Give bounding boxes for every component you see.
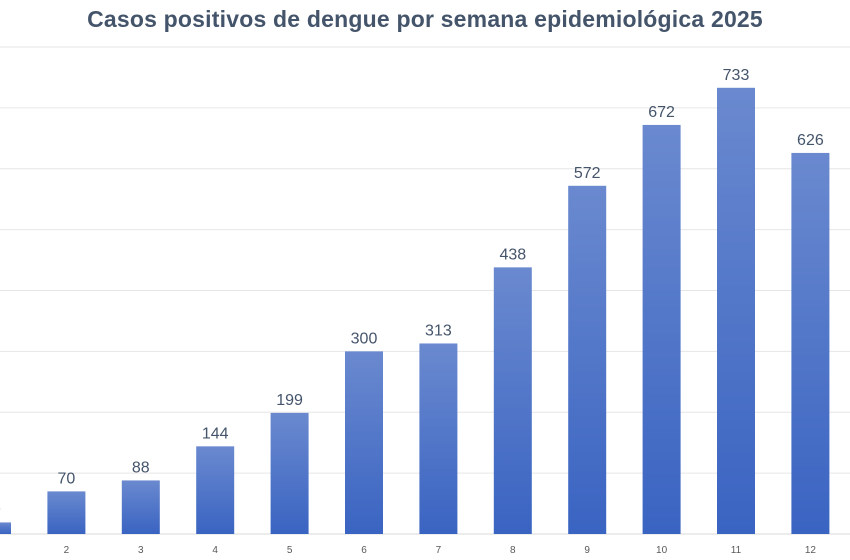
- data-label-week-5: 199: [276, 392, 303, 409]
- chart-title: Casos positivos de dengue por semana epi…: [87, 6, 763, 32]
- data-label-week-1: 19: [0, 501, 1, 518]
- data-label-week-6: 300: [351, 330, 378, 347]
- x-tick-label-8: 8: [510, 545, 516, 556]
- x-tick-labels: 123456789101112: [64, 545, 817, 556]
- bar-week-9: [568, 185, 607, 535]
- x-tick-label-2: 2: [64, 545, 70, 556]
- x-tick-label-6: 6: [361, 545, 367, 556]
- x-tick-label-4: 4: [212, 545, 218, 556]
- bar-week-4: [196, 446, 235, 534]
- data-label-week-11: 733: [723, 67, 750, 84]
- data-label-week-2: 70: [58, 470, 76, 487]
- bar-week-6: [345, 351, 383, 534]
- bar-week-2: [47, 491, 86, 534]
- bars: [0, 87, 830, 535]
- bar-week-12: [791, 152, 830, 535]
- x-tick-label-12: 12: [805, 545, 817, 556]
- bar-week-10: [642, 124, 681, 535]
- x-tick-label-3: 3: [138, 545, 144, 556]
- data-labels: 19 70 88 144 199 300 313 438 572 672 733 626: [0, 67, 824, 519]
- data-label-week-10: 672: [648, 104, 675, 121]
- bar-week-11: [717, 87, 755, 534]
- x-tick-label-7: 7: [436, 545, 442, 556]
- data-label-week-4: 144: [202, 425, 229, 442]
- data-label-week-3: 88: [132, 459, 150, 476]
- x-tick-label-10: 10: [656, 545, 668, 556]
- x-tick-label-11: 11: [731, 545, 742, 556]
- data-label-week-9: 572: [574, 165, 601, 182]
- bar-week-1: [0, 522, 11, 534]
- data-label-week-8: 438: [499, 246, 526, 263]
- bar-week-5: [270, 412, 309, 534]
- data-label-week-12: 626: [797, 132, 824, 149]
- bar-week-8: [493, 267, 532, 534]
- data-label-week-7: 313: [425, 322, 452, 339]
- bar-week-7: [419, 343, 458, 534]
- bar-week-3: [121, 480, 160, 534]
- x-tick-label-9: 9: [584, 545, 590, 556]
- x-tick-label-5: 5: [287, 545, 293, 556]
